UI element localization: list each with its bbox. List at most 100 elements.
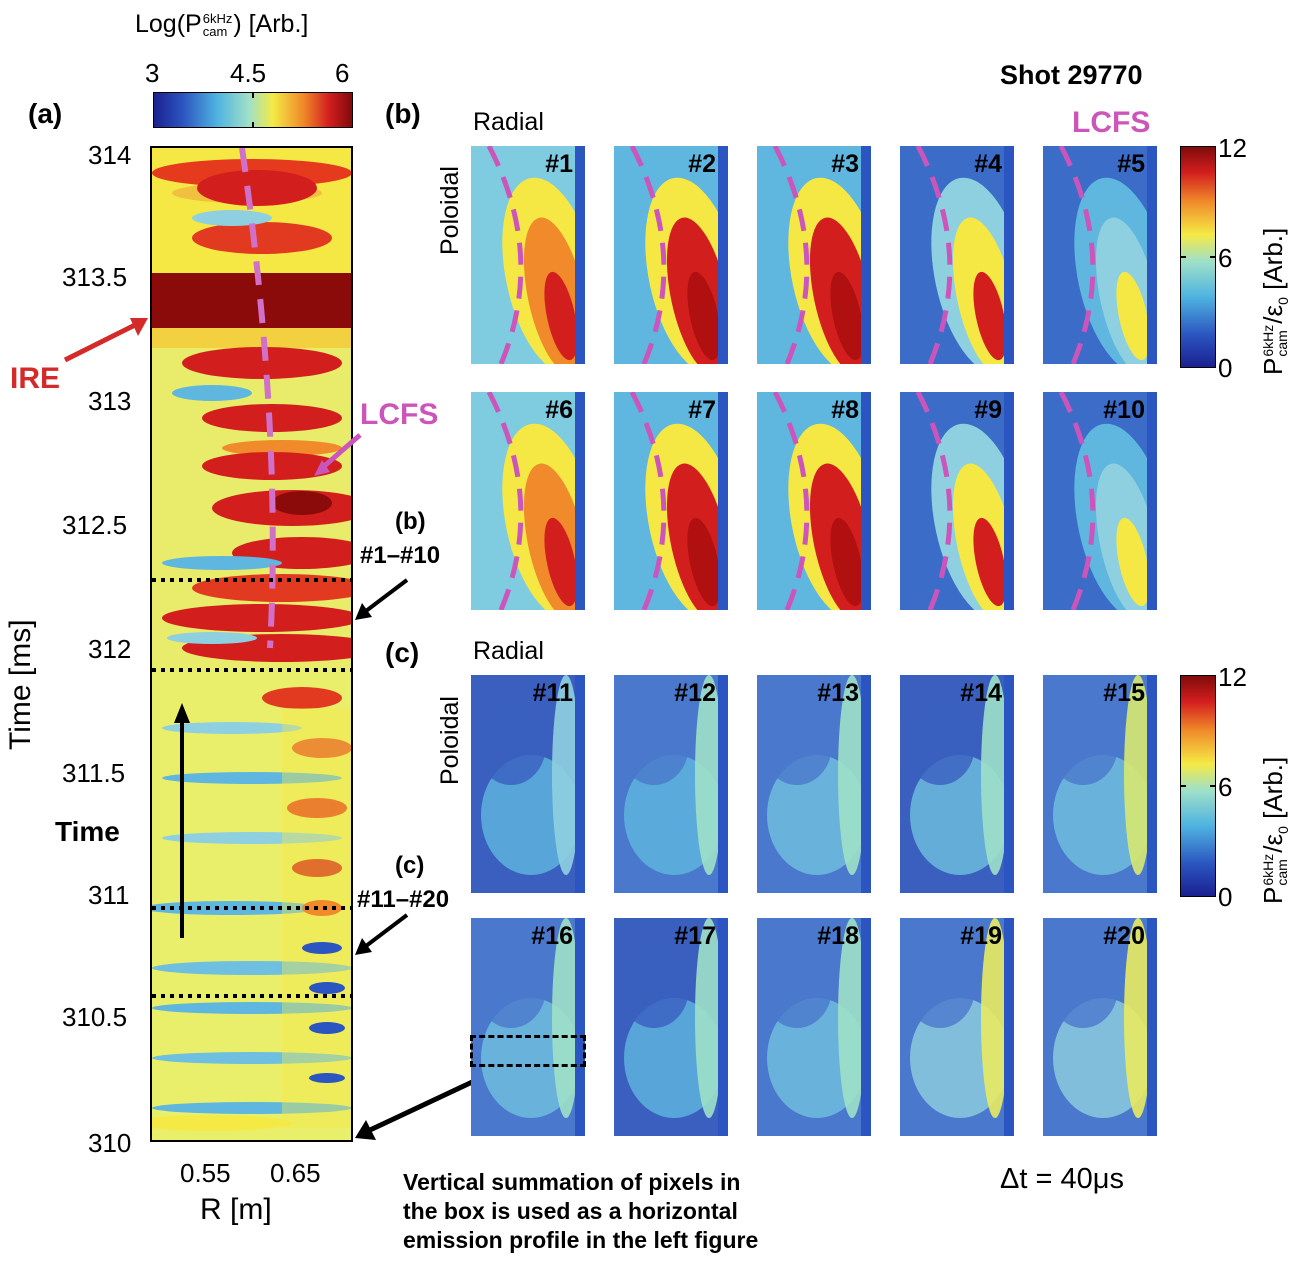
frame-image (614, 146, 728, 364)
x-axis-label: R [m] (200, 1193, 272, 1226)
y-tick-313: 313 (88, 386, 132, 416)
y-tick-312-5: 312.5 (62, 510, 128, 540)
x-tick-065: 0.65 (270, 1158, 321, 1188)
y-tick-311: 311 (88, 880, 130, 910)
frame-12: #12 (614, 675, 728, 893)
colorbar-a-tick-low: 3 (145, 58, 160, 88)
frame-label: #20 (1103, 922, 1145, 950)
colorbar-right-c (1180, 675, 1216, 897)
frame-10: #10 (1043, 392, 1157, 610)
y-tick-313-5: 313.5 (62, 262, 128, 292)
y-axis-label: Time [ms] (4, 619, 37, 750)
lcfs-label-a: LCFS (360, 398, 439, 431)
frame-image (471, 392, 585, 610)
caption-line-2: the box is used as a horizontal (403, 1198, 738, 1224)
frame-label: #7 (688, 396, 716, 424)
cb-c-label: P 6kHz cam/ε0 [Arb.] (1258, 756, 1292, 904)
b-range-label: #1–#10 (360, 542, 441, 569)
cb-c-tick-6: 6 (1218, 772, 1233, 802)
frame-label: #18 (817, 922, 859, 950)
x-tick-055: 0.55 (180, 1158, 231, 1188)
frame-label: #6 (545, 396, 573, 424)
cb-b-tick-6: 6 (1218, 243, 1233, 273)
y-tick-312: 312 (88, 634, 132, 664)
y-tick-310: 310 (88, 1128, 132, 1158)
frame-image (757, 146, 871, 364)
ire-label: IRE (10, 362, 61, 395)
frame-label: #2 (688, 150, 716, 178)
frame-image (614, 675, 728, 893)
frame-label: #9 (974, 396, 1002, 424)
colorbar-a (153, 92, 353, 128)
frame-label: #14 (960, 679, 1002, 707)
cb-b-tick-0: 0 (1218, 353, 1233, 383)
delta-t-label: Δt = 40μs (1000, 1163, 1124, 1195)
frame-label: #13 (817, 679, 859, 707)
frame-label: #17 (674, 922, 716, 950)
frame-image (757, 675, 871, 893)
cb-c-tick-0: 0 (1218, 882, 1233, 912)
frame-14: #14 (900, 675, 1014, 893)
frame-18: #18 (757, 918, 871, 1136)
frame-image (471, 918, 585, 1136)
frame-9: #9 (900, 392, 1014, 610)
heatmap-a-svg (152, 148, 351, 1140)
cb-b-tick-12: 12 (1218, 133, 1247, 163)
colorbar-right-b (1180, 146, 1216, 368)
c-ref-arrow (355, 913, 409, 955)
panel-b-radial: Radial (473, 108, 544, 136)
frame-label: #4 (974, 150, 1002, 178)
frame-label: #15 (1103, 679, 1145, 707)
ire-arrow (63, 318, 148, 363)
frame-label: #1 (545, 150, 573, 178)
lcfs-arrow-a (314, 433, 362, 476)
frame-image (900, 675, 1014, 893)
panel-c-label: (c) (385, 637, 420, 668)
frame-20: #20 (1043, 918, 1157, 1136)
frame-2: #2 (614, 146, 728, 364)
frame-image (1043, 146, 1157, 364)
b-ref-arrow (355, 578, 409, 620)
frame-label: #5 (1117, 150, 1145, 178)
cb-c-tick-12: 12 (1218, 662, 1247, 692)
frame-image (900, 392, 1014, 610)
time-annotation: Time (55, 816, 120, 847)
frame-label: #12 (674, 679, 716, 707)
colorbar-a-tick-mid: 4.5 (230, 58, 267, 88)
caption-line-1: Vertical summation of pixels in (403, 1169, 741, 1195)
b-ref-label: (b) (395, 508, 426, 535)
frame-8: #8 (757, 392, 871, 610)
frame-image (614, 392, 728, 610)
frame-11: #11 (471, 675, 585, 893)
cb-b-label: P 6kHz cam/ε0 [Arb.] (1258, 227, 1292, 375)
frame-image (900, 918, 1014, 1136)
caption: Vertical summation of pixels in the box … (403, 1168, 758, 1255)
frame-16: #16 (471, 918, 585, 1136)
frame-image (614, 918, 728, 1136)
frame-image (471, 675, 585, 893)
colorbar-a-tick-high: 6 (335, 58, 350, 88)
frame-3: #3 (757, 146, 871, 364)
shot-label: Shot 29770 (1000, 60, 1143, 90)
panel-b-poloidal: Poloidal (436, 166, 464, 255)
frame-label: #19 (960, 922, 1002, 950)
frame-13: #13 (757, 675, 871, 893)
panel-c-poloidal: Poloidal (436, 696, 464, 785)
panel-a-label: (a) (28, 98, 63, 129)
c-ref-label: (c) (395, 852, 425, 879)
frame-image (757, 918, 871, 1136)
panel-c-radial: Radial (473, 637, 544, 665)
y-tick-311-5: 311.5 (62, 758, 126, 788)
frame-image (1043, 675, 1157, 893)
frame-image (900, 146, 1014, 364)
panel-b-lcfs: LCFS (1072, 106, 1151, 139)
frame-label: #11 (532, 679, 573, 707)
frame-label: #3 (831, 150, 859, 178)
y-tick-310-5: 310.5 (62, 1002, 128, 1032)
colorbar-a-title: Log(P 6kHz cam) [Arb.] (135, 10, 309, 40)
frame-4: #4 (900, 146, 1014, 364)
caption-line-3: emission profile in the left figure (403, 1227, 759, 1253)
frame-17: #17 (614, 918, 728, 1136)
panel-b-label: (b) (385, 98, 421, 129)
y-tick-314: 314 (88, 140, 132, 170)
